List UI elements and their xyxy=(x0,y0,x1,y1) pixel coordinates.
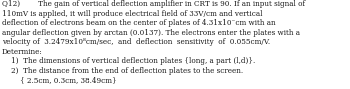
Text: Q12)        The gain of vertical deflection amplifier in CRT is 90. If an input : Q12) The gain of vertical deflection amp… xyxy=(2,0,305,84)
